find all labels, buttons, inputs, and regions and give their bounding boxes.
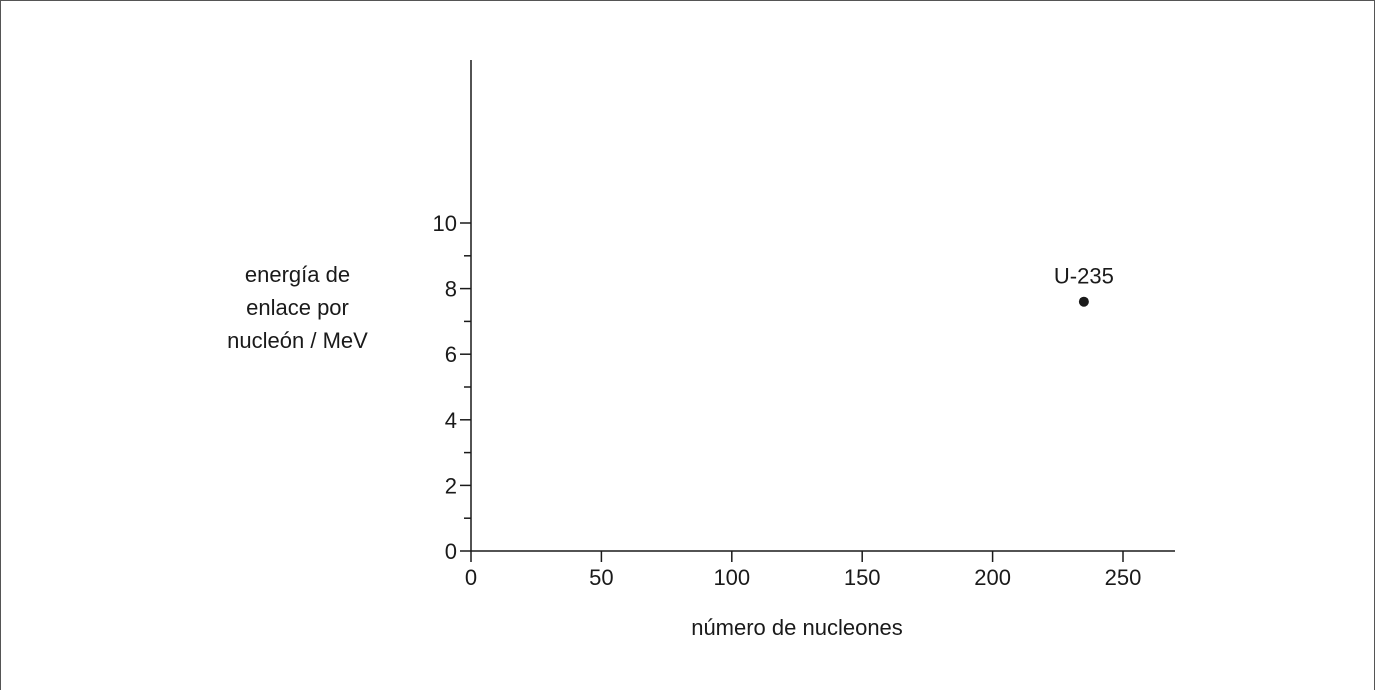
x-tick-label: 200	[974, 565, 1011, 590]
y-axis-label: energía de enlace por nucleón / MeV	[190, 258, 405, 357]
x-tick-label: 100	[713, 565, 750, 590]
data-point	[1078, 296, 1089, 307]
x-axis-label: número de nucleones	[691, 615, 903, 640]
y-tick-label: 8	[445, 277, 457, 302]
y-tick-label: 6	[445, 342, 457, 367]
x-tick-label: 0	[465, 565, 477, 590]
y-axis-label-line-2: enlace por	[246, 295, 349, 320]
x-tick-label: 150	[844, 565, 881, 590]
y-axis-label-line-3: nucleón / MeV	[227, 328, 368, 353]
y-axis-label-line-1: energía de	[244, 262, 351, 287]
y-tick-label: 0	[445, 539, 457, 564]
y-tick-label: 4	[445, 408, 457, 433]
y-tick-label: 10	[433, 211, 457, 236]
x-tick-label: 250	[1105, 565, 1142, 590]
data-point-label: U-235	[1054, 264, 1114, 289]
data-points: U-235	[1054, 264, 1114, 307]
y-tick-label: 2	[445, 473, 457, 498]
x-tick-label: 50	[589, 565, 613, 590]
